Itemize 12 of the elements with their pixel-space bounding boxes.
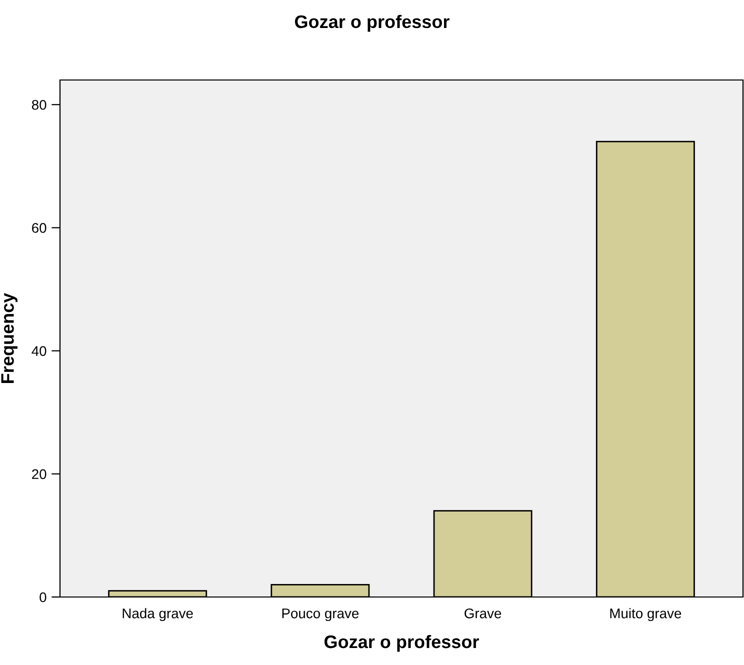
chart-title: Gozar o professor <box>294 14 450 32</box>
y-tick-label: 20 <box>32 469 46 480</box>
y-tick-label: 40 <box>32 346 46 356</box>
x-tick-label: Nada grave <box>122 608 193 622</box>
x-axis-title: Gozar o professor <box>324 634 479 652</box>
y-axis-title: Frequency <box>1 292 18 383</box>
y-tick-label: 60 <box>32 223 46 233</box>
x-tick-label: Pouco grave <box>282 608 359 622</box>
y-tick-label: 0 <box>40 592 46 602</box>
x-tick-label: Grave <box>464 608 502 618</box>
y-tick-label: 80 <box>32 100 46 110</box>
x-tick-label: Muito grave <box>610 608 682 622</box>
